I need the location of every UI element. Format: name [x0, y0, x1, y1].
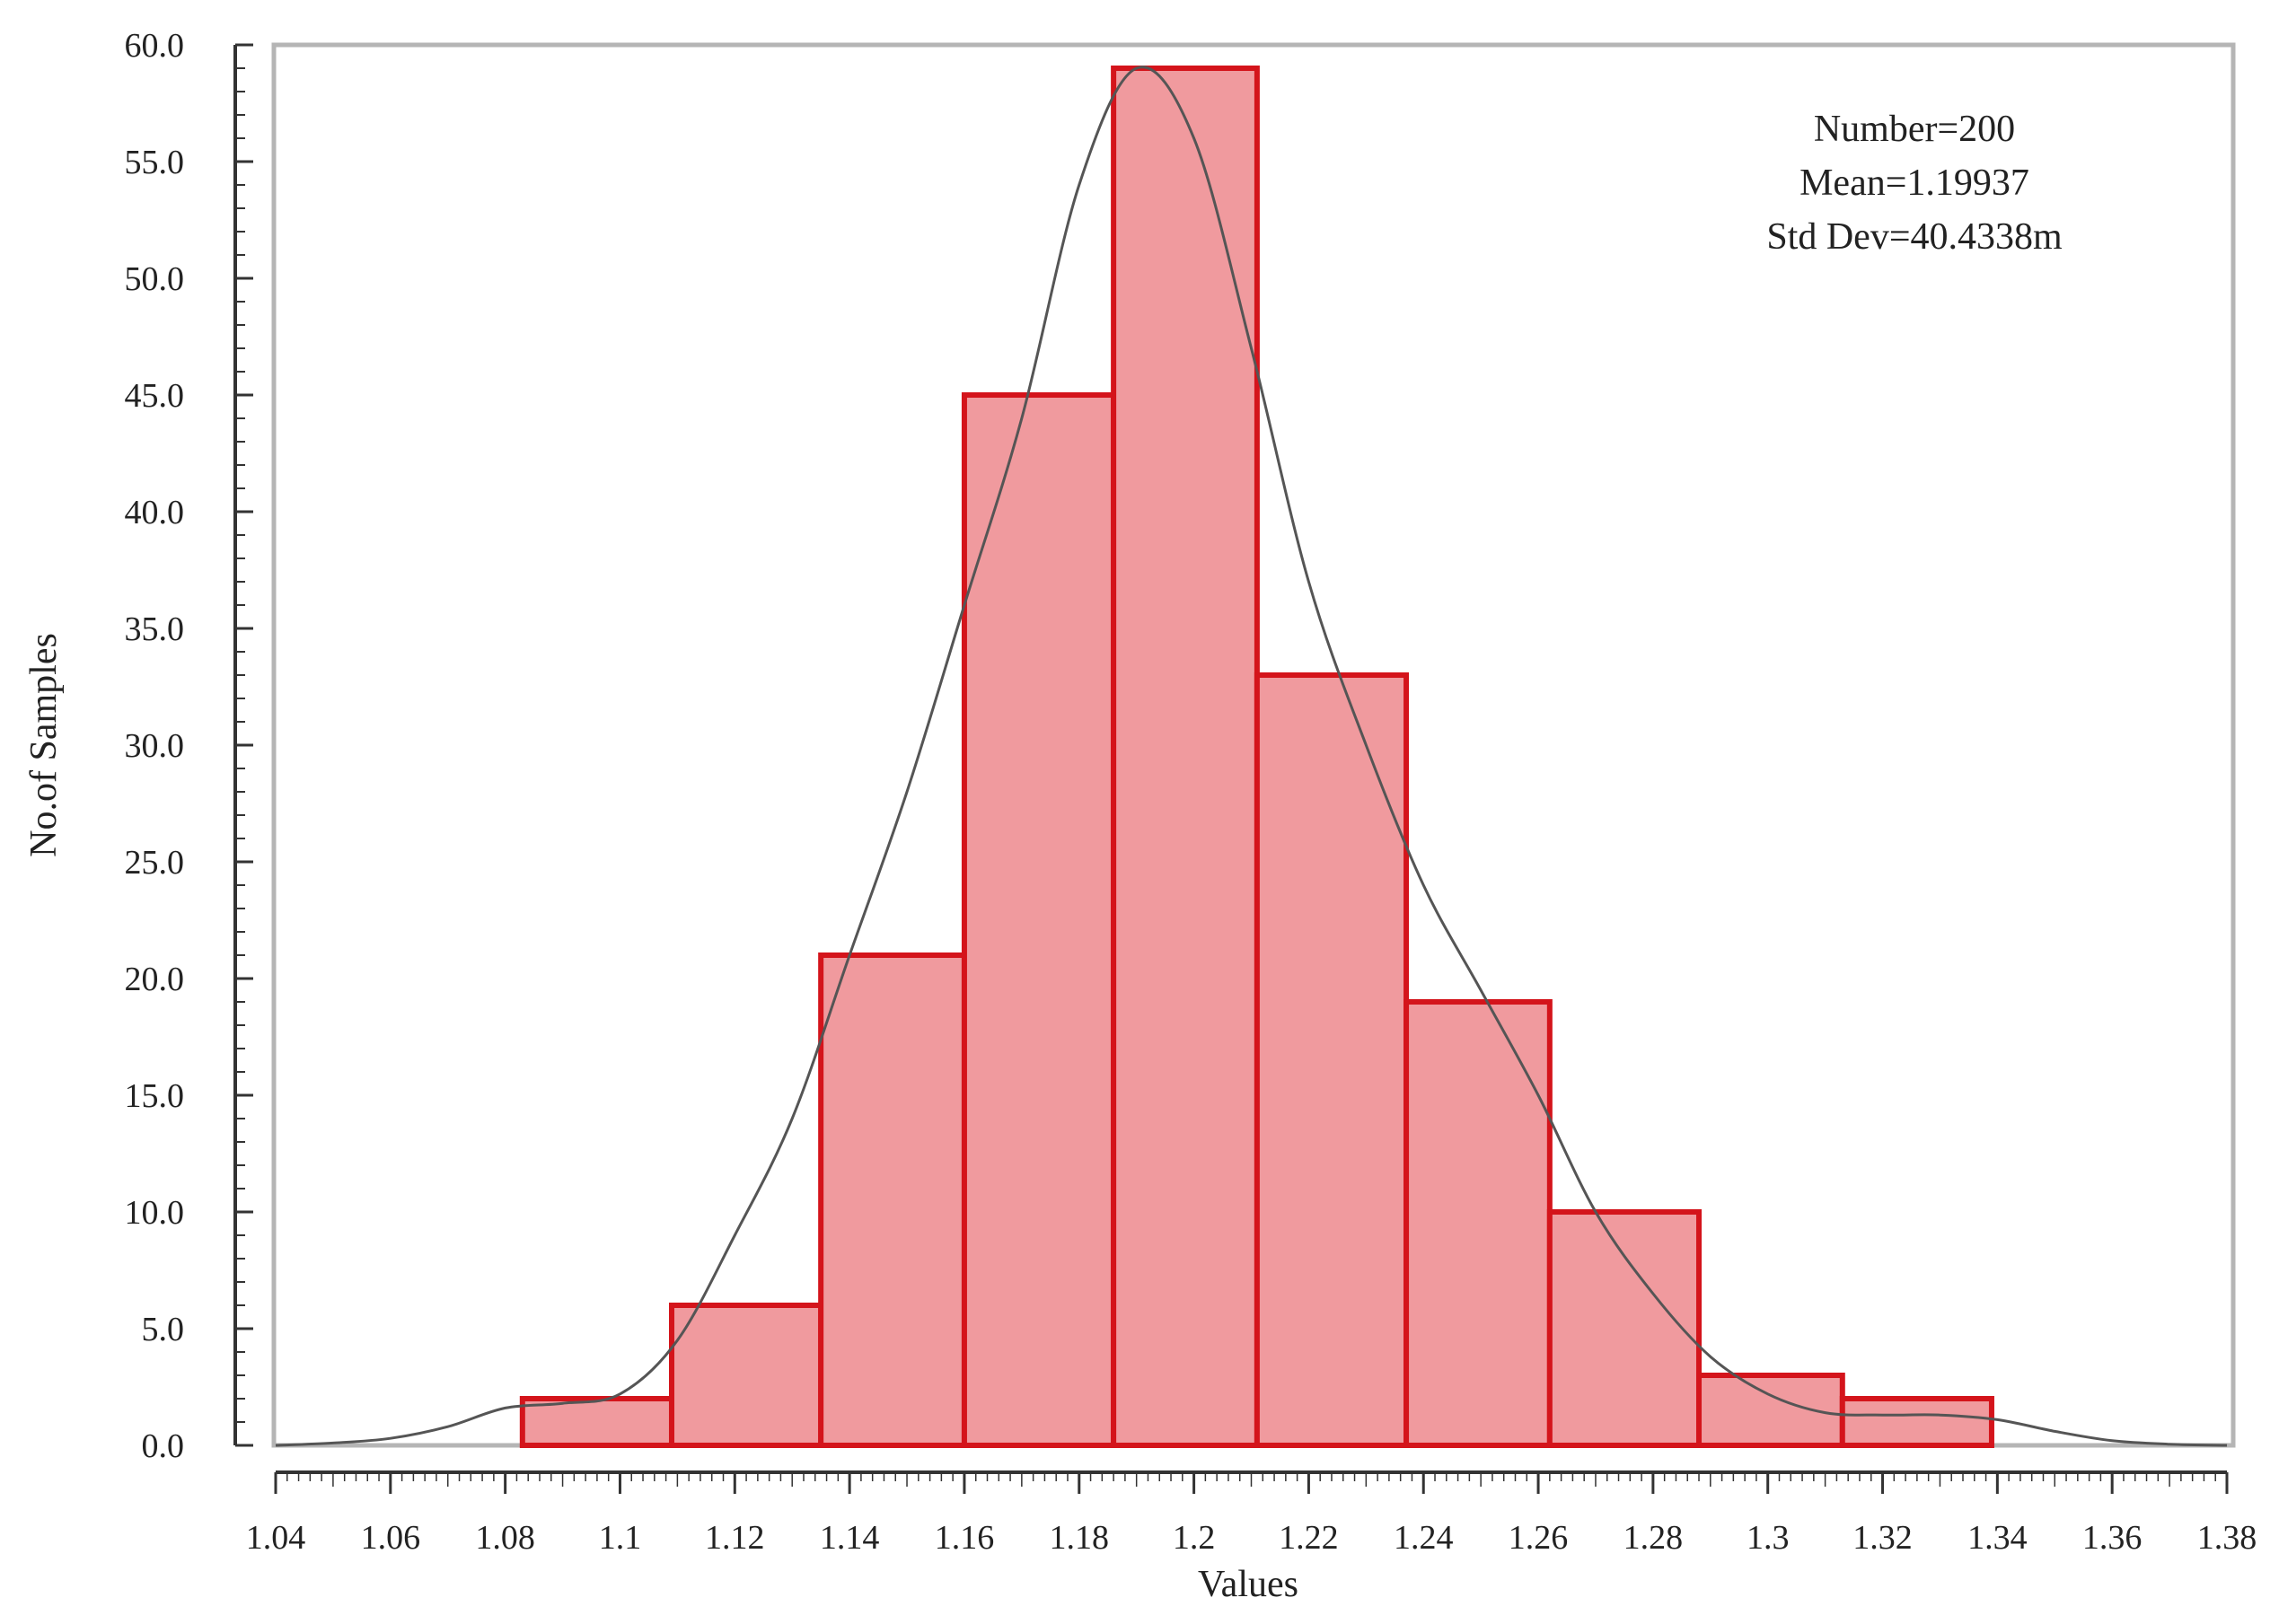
- x-tick-label: 1.06: [361, 1519, 421, 1557]
- y-tick-label: 35.0: [125, 610, 185, 648]
- stats-mean: Mean=1.19937: [1799, 162, 2029, 204]
- y-tick-label: 25.0: [125, 844, 185, 882]
- y-tick-label: 60.0: [125, 27, 185, 65]
- histogram-bar-4: [961, 392, 1117, 1448]
- x-tick-label: 1.12: [705, 1519, 765, 1557]
- y-tick-label: 50.0: [125, 260, 185, 298]
- y-axis-title: No.of Samples: [23, 633, 65, 857]
- x-tick-label: 1.38: [2197, 1519, 2257, 1557]
- y-tick-label: 0.0: [142, 1427, 185, 1465]
- x-axis-title: Values: [1198, 1564, 1298, 1605]
- histogram-bar-2: [668, 1303, 824, 1448]
- x-tick-label: 1.1: [599, 1519, 642, 1557]
- histogram-bar-9: [1696, 1373, 1845, 1448]
- histogram-bar-7: [1403, 999, 1553, 1448]
- density-curve: [275, 66, 2228, 1447]
- x-tick-label: 1.2: [1173, 1519, 1216, 1557]
- x-tick-label: 1.26: [1509, 1519, 1569, 1557]
- x-axis: 1.04 1.06 1.08 1.1 1.12 1.14 1.16 1.18 1.2 1.22 1.…: [246, 1470, 2257, 1557]
- histogram-bar-8: [1546, 1209, 1703, 1448]
- x-tick-label: 1.16: [935, 1519, 995, 1557]
- x-tick-label: 1.36: [2082, 1519, 2143, 1557]
- y-tick-label: 20.0: [125, 961, 185, 998]
- x-tick-label: 1.18: [1050, 1519, 1110, 1557]
- y-tick-label: 45.0: [125, 377, 185, 415]
- x-tick-label: 1.3: [1747, 1519, 1790, 1557]
- x-tick-label: 1.24: [1394, 1519, 1454, 1557]
- histogram-bar-1: [519, 1396, 674, 1448]
- histogram-bar-3: [818, 952, 967, 1448]
- histogram-bar-6: [1254, 672, 1410, 1448]
- y-tick-label: 40.0: [125, 494, 185, 531]
- stats-number: Number=200: [1814, 109, 2015, 150]
- x-tick-label: 1.08: [475, 1519, 535, 1557]
- stats-annotation: Number=200 Mean=1.19937 Std Dev=40.4338m: [1766, 109, 2063, 258]
- y-tick-label: 15.0: [125, 1077, 185, 1115]
- x-tick-label: 1.22: [1279, 1519, 1339, 1557]
- x-tick-label: 1.28: [1623, 1519, 1684, 1557]
- y-tick-label: 10.0: [125, 1194, 185, 1232]
- histogram-bar-5: [1111, 66, 1260, 1448]
- y-tick-label: 30.0: [125, 727, 185, 765]
- histogram-bar-10: [1839, 1396, 1994, 1448]
- x-tick-label: 1.32: [1852, 1519, 1913, 1557]
- y-tick-label: 5.0: [142, 1311, 185, 1348]
- x-tick-label: 1.04: [246, 1519, 306, 1557]
- y-axis: 0.0 5.0 10.0 15.0 20.0 25.0 30.0 35.0 40.0 45.0 50…: [125, 27, 253, 1465]
- stats-std-dev: Std Dev=40.4338m: [1766, 216, 2063, 258]
- x-tick-label: 1.14: [820, 1519, 880, 1557]
- x-tick-label: 1.34: [1967, 1519, 2028, 1557]
- y-tick-label: 55.0: [125, 144, 185, 181]
- histogram-bars: [519, 66, 1994, 1448]
